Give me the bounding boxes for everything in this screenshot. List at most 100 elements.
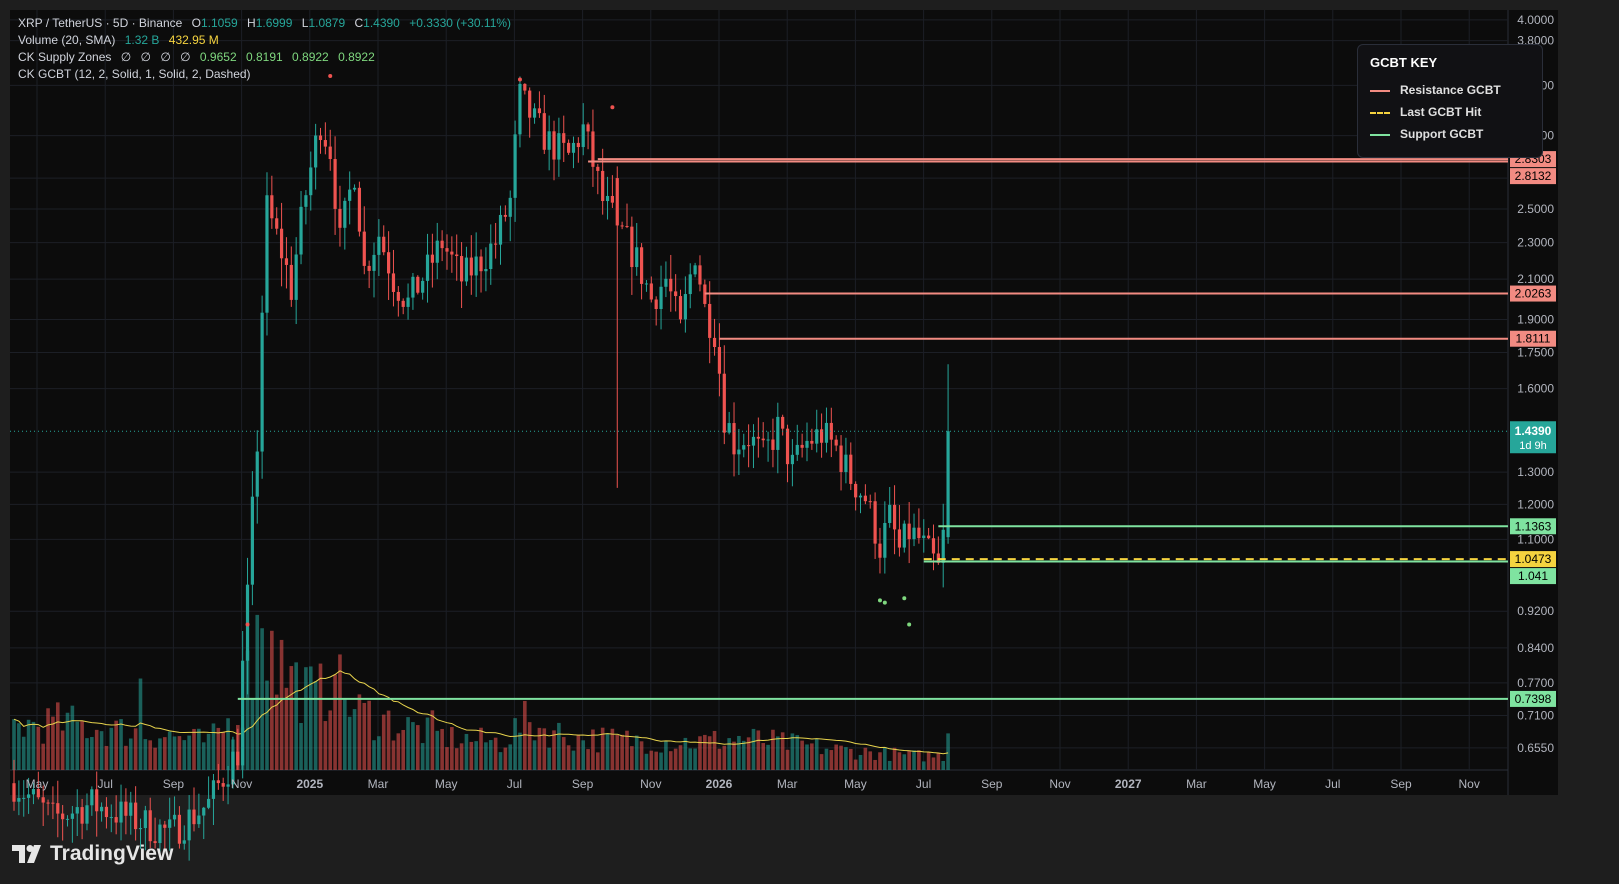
volume-bar — [362, 702, 367, 770]
volume-bar — [839, 745, 843, 770]
volume-bar — [289, 666, 294, 770]
candle-body — [119, 801, 123, 823]
volume-bar — [36, 726, 41, 770]
candle-body — [430, 254, 434, 263]
candle-body — [182, 840, 186, 844]
candle-body — [605, 195, 610, 202]
candle-body — [922, 535, 926, 539]
volume-bar — [878, 752, 882, 770]
volume-bar — [673, 748, 678, 770]
volume-bar — [313, 681, 318, 770]
volume-bar — [459, 743, 464, 770]
candle-body — [494, 243, 498, 245]
gcbt-indicator-label[interactable]: CK GCBT (12, 2, Solid, 1, Solid, 2, Dash… — [18, 67, 257, 81]
candle-body — [211, 780, 216, 799]
candle-body — [888, 504, 892, 523]
tradingview-logo[interactable]: TradingView — [12, 842, 173, 866]
resistance-price-label: 2.0263 — [1515, 287, 1552, 301]
candle-body — [134, 802, 138, 830]
candle-body — [897, 529, 902, 548]
volume-bar — [46, 708, 50, 770]
candle-body — [688, 274, 692, 295]
candle-body — [747, 445, 751, 447]
candle-body — [26, 794, 31, 798]
candle-body — [484, 269, 488, 272]
candle-body — [260, 312, 264, 452]
candle-body — [435, 240, 439, 263]
volume-bar — [547, 747, 551, 770]
volume-bar — [737, 735, 741, 770]
legend-label-support: Support GCBT — [1400, 127, 1484, 141]
candle-body — [104, 806, 109, 818]
candle-body — [440, 240, 444, 249]
volume-bar — [844, 747, 848, 770]
candle-body — [168, 819, 172, 828]
volume-bar — [21, 736, 26, 770]
price-tick-label: 0.6550 — [1517, 741, 1554, 755]
last-hit-swatch-icon — [1370, 111, 1390, 114]
legend-item-last-hit: Last GCBT Hit — [1370, 105, 1481, 119]
candle-body — [557, 133, 561, 160]
time-axis[interactable]: May Jul Sep Nov 2025 Mar May Jul Sep Nov 2026 Mar Ma… — [26, 777, 1480, 791]
time-tick-label: 2025 — [296, 777, 323, 791]
candle-body — [450, 251, 454, 255]
price-tick-label: 0.9200 — [1517, 604, 1554, 618]
legend-label-last-hit: Last GCBT Hit — [1400, 105, 1482, 119]
volume-bar — [659, 752, 663, 770]
volume-bar — [406, 717, 410, 770]
volume-bar — [761, 743, 766, 770]
candle-body — [800, 444, 804, 448]
volume-bar — [182, 740, 187, 770]
volume-bar — [270, 630, 274, 770]
candle-body — [85, 805, 89, 824]
candle-body — [508, 197, 512, 217]
candle-body — [528, 90, 532, 118]
volume-bar — [245, 650, 250, 770]
candle-body — [839, 445, 843, 472]
supply-markers — [245, 73, 912, 627]
candle-body — [781, 416, 785, 429]
volume-bar — [527, 722, 532, 770]
time-tick-label: Nov — [1459, 777, 1480, 791]
volume-bar — [766, 744, 770, 770]
candle-body — [46, 802, 50, 804]
volume-bar — [610, 728, 615, 770]
candle-body — [815, 429, 819, 444]
candle-body — [542, 113, 546, 150]
price-tick-label: 2.5000 — [1517, 202, 1554, 216]
volume-bar — [941, 760, 946, 770]
volume-bar — [537, 727, 542, 770]
support-price-label: 1.041 — [1518, 569, 1548, 583]
candle-body — [878, 543, 882, 558]
volume-bar — [571, 750, 576, 770]
volume-bar — [873, 759, 877, 770]
volume-bar — [347, 716, 352, 770]
volume-bar — [518, 732, 522, 770]
volume-bar — [800, 740, 804, 770]
ohlc-change: +0.3330 (+30.11%) — [409, 16, 512, 30]
resistance-price-label-bg — [1510, 285, 1556, 302]
candle-body — [785, 428, 790, 465]
volume-bar — [41, 743, 45, 770]
candle-body — [284, 258, 289, 265]
volume-value: 1.32 B — [124, 33, 160, 47]
volume-bar — [848, 748, 853, 770]
candle-body — [221, 783, 225, 787]
candle-body — [907, 523, 911, 540]
volume-bar — [401, 729, 405, 770]
volume-indicator-label[interactable]: Volume (20, SMA) 1.32 B 432.95 M — [18, 33, 225, 47]
volume-bar — [921, 761, 926, 770]
price-tick-label: 4.0000 — [1517, 13, 1554, 27]
candle-body — [902, 523, 906, 548]
volume-bar — [114, 720, 118, 770]
volume-bar — [450, 727, 454, 770]
volume-bar — [415, 725, 420, 770]
volume-bar — [31, 721, 36, 770]
supply-zones-indicator-label[interactable]: CK Supply Zones ∅ ∅ ∅ ∅ 0.9652 0.8191 0.… — [18, 50, 381, 64]
volume-bar — [435, 730, 440, 770]
candle-body — [537, 108, 542, 114]
brand-name: TradingView — [50, 842, 174, 865]
candle-body — [299, 206, 303, 255]
volume-bar — [926, 752, 931, 770]
